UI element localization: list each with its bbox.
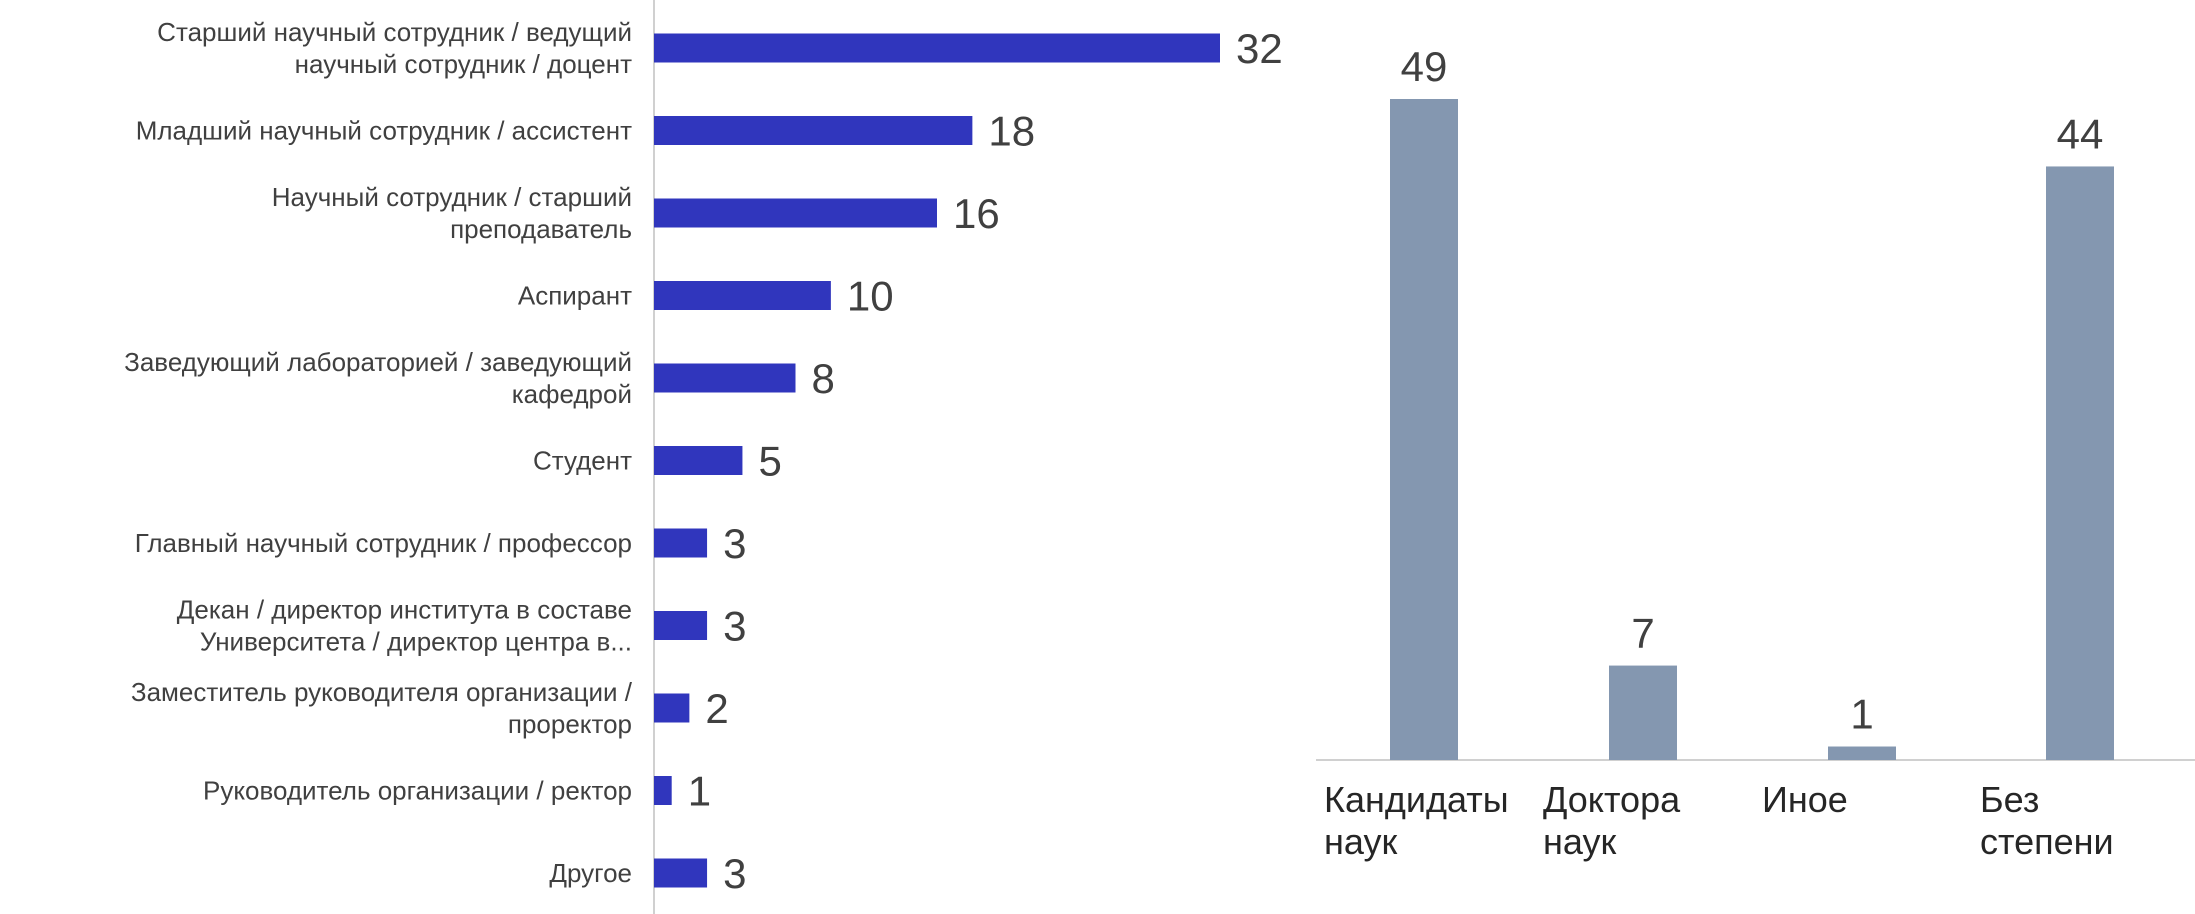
category-label-line: Студент (533, 446, 632, 476)
category-label-line: степени (1980, 821, 2114, 862)
category-label-line: Декан / директор института в составе (177, 595, 632, 625)
bar (654, 33, 1220, 63)
category-label: Главный научный сотрудник / профессор (135, 528, 632, 558)
category-label-line: Доктора (1543, 779, 1681, 820)
category-label-line: Главный научный сотрудник / профессор (135, 528, 632, 558)
data-label: 32 (1236, 25, 1283, 72)
category-label: Декан / директор института в составе Унив… (177, 595, 632, 657)
category-label-line: Университета / директор центра в... (200, 627, 632, 657)
data-label: 16 (953, 190, 1000, 237)
category-label-line: Руководитель организации / ректор (203, 776, 632, 806)
category-label-line: Другое (549, 858, 632, 888)
data-label: 5 (758, 438, 781, 485)
category-label: Старший научный сотрудник / ведущий научн… (157, 17, 632, 79)
category-label-line: Без (1980, 779, 2039, 820)
bar (654, 363, 796, 393)
category-label: Кандидаты наук (1324, 779, 1509, 862)
bar (654, 858, 708, 888)
category-label-line: наук (1324, 821, 1397, 862)
data-label: 3 (723, 603, 746, 650)
category-label: Заведующий лабораторией / заведующий кафе… (124, 347, 632, 409)
data-label: 18 (988, 108, 1035, 155)
category-label-line: кафедрой (512, 379, 632, 409)
column-bar (2046, 166, 2114, 760)
category-label-line: Младший научный сотрудник / ассистент (136, 116, 632, 146)
category-label: Научный сотрудник / старший преподаватель (272, 182, 632, 244)
category-label-line: Аспирант (518, 281, 632, 311)
column-bar (1390, 99, 1458, 760)
category-label-line: Иное (1762, 779, 1848, 820)
data-label: 49 (1401, 43, 1448, 90)
bar (654, 446, 743, 475)
bar (654, 693, 690, 723)
category-label-line: Научный сотрудник / старший (272, 182, 632, 212)
category-label: Без степени (1980, 779, 2114, 862)
category-label: Аспирант (518, 281, 632, 311)
column-bar (1609, 665, 1677, 760)
category-label-line: проректор (508, 709, 632, 739)
category-label-line: Заведующий лабораторией / заведующий (124, 347, 632, 377)
bar (654, 198, 937, 228)
data-label: 2 (705, 685, 728, 732)
category-label: Студент (533, 446, 632, 476)
category-label: Иное (1762, 779, 1848, 820)
data-label: 1 (688, 768, 711, 815)
bar (654, 528, 708, 558)
bar (654, 116, 973, 145)
category-label-line: научный сотрудник / доцент (295, 49, 632, 79)
category-label-line: наук (1543, 821, 1616, 862)
data-label: 3 (723, 520, 746, 567)
column-bar (1828, 746, 1896, 760)
data-label: 7 (1631, 610, 1654, 657)
category-label-line: преподаватель (450, 214, 632, 244)
category-label: Другое (549, 858, 632, 888)
data-label: 10 (847, 273, 894, 320)
category-label-line: Заместитель руководителя организации / (131, 677, 633, 707)
category-label: Руководитель организации / ректор (203, 776, 632, 806)
bar (654, 776, 672, 805)
data-label: 3 (723, 850, 746, 897)
data-label: 44 (2057, 110, 2104, 157)
bar (654, 281, 831, 310)
category-label-line: Кандидаты (1324, 779, 1509, 820)
category-label: Младший научный сотрудник / ассистент (136, 116, 632, 146)
category-label: Доктора наук (1543, 779, 1681, 862)
bar (654, 611, 708, 640)
category-label: Заместитель руководителя организации / пр… (131, 677, 633, 739)
data-label: 8 (812, 355, 835, 402)
data-label: 1 (1850, 691, 1873, 738)
category-label-line: Старший научный сотрудник / ведущий (157, 17, 632, 47)
